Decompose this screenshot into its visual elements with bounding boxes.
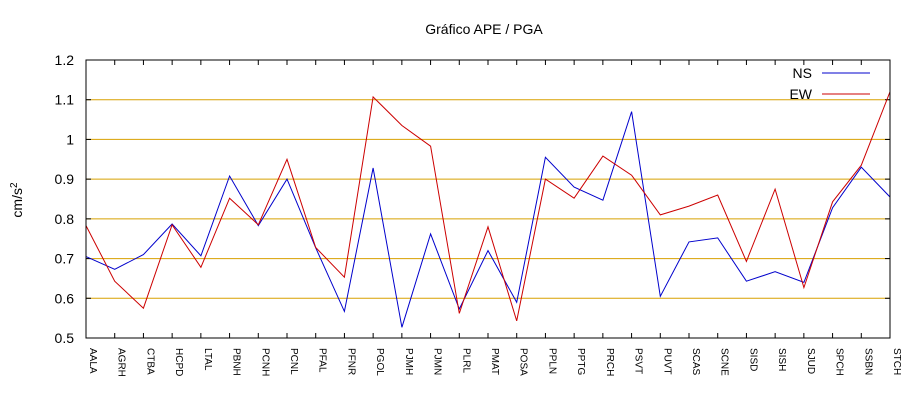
x-tick-label: PCNL	[288, 348, 299, 375]
plot-frame	[85, 59, 891, 339]
x-tick-label: AGRH	[116, 348, 127, 377]
x-tick-label: PGOL	[374, 348, 385, 376]
series-lines	[85, 91, 891, 328]
x-tick-label: PMAT	[489, 348, 500, 375]
y-axis-label-exponent: 2	[9, 182, 20, 188]
x-tick-label: SJUD	[805, 348, 816, 374]
x-tick-label: CTBA	[144, 348, 155, 375]
y-tick-label: 1	[66, 131, 74, 147]
y-tick-label: 0.6	[55, 290, 75, 306]
y-axis-ticks: 0.5 0.6 0.7 0.8 0.9 1 1.1 1.2	[55, 52, 890, 346]
legend: NS EW	[789, 65, 870, 102]
x-tick-label: SCNE	[719, 348, 730, 376]
x-tick-label: SISD	[747, 348, 758, 371]
y-tick-label: 0.8	[55, 211, 75, 227]
y-tick-label: 1.1	[55, 92, 75, 108]
x-tick-label: PCNH	[259, 348, 270, 376]
y-axis-label: cm/s2	[9, 182, 26, 218]
x-tick-label: AALA	[87, 348, 98, 374]
x-tick-label: SSBN	[862, 348, 873, 375]
x-tick-label: PFNR	[345, 348, 356, 375]
x-tick-label: PLRL	[460, 348, 471, 373]
x-tick-label: PSVT	[633, 348, 644, 374]
x-tick-label: PUVT	[661, 348, 672, 375]
chart-title: Gráfico APE / PGA	[425, 21, 543, 37]
x-tick-label: PPTG	[575, 348, 586, 375]
x-tick-label: PPLN	[546, 348, 557, 374]
series-line-ns	[85, 111, 891, 328]
legend-label-ns: NS	[793, 65, 812, 81]
x-tick-label: LTAL	[202, 348, 213, 371]
grid-lines	[86, 99, 890, 299]
x-tick-label: PJMN	[432, 348, 443, 375]
y-tick-label: 0.7	[55, 251, 75, 267]
x-tick-label: SISH	[776, 348, 787, 371]
x-tick-label: SPCH	[834, 348, 845, 376]
legend-label-ew: EW	[789, 86, 812, 102]
y-tick-label: 0.5	[55, 330, 75, 346]
y-tick-label: 1.2	[55, 52, 75, 68]
series-line-ew	[85, 91, 891, 322]
x-tick-label: PFAL	[317, 348, 328, 373]
x-tick-label: PBNH	[231, 348, 242, 376]
x-tick-label: HCPD	[173, 348, 184, 376]
y-axis-label-base: cm/s	[9, 188, 25, 218]
x-tick-label: STCH	[891, 348, 902, 375]
x-tick-label: PJMH	[403, 348, 414, 375]
x-tick-label: POSA	[518, 348, 529, 376]
y-tick-label: 0.9	[55, 171, 75, 187]
x-tick-label: PRCH	[604, 348, 615, 376]
x-tick-label: SCAS	[690, 348, 701, 376]
